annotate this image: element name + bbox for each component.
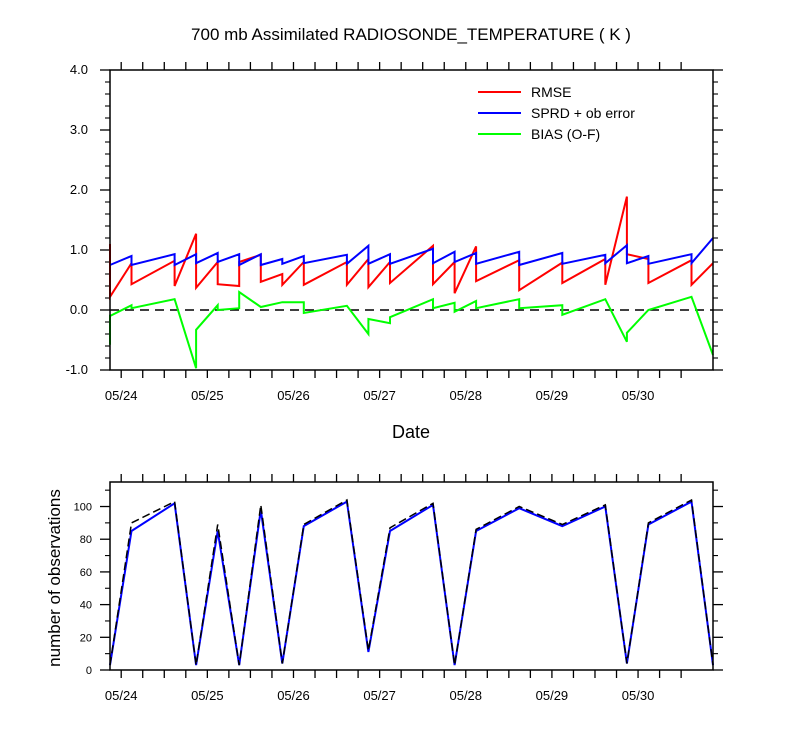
x-tick-label: 05/29	[536, 388, 569, 403]
bottom-panel: number of observations 05/24 05/25 05/26 05…	[45, 474, 723, 703]
y-tick-label: 100	[74, 502, 92, 514]
x-tick-label: 05/25	[191, 388, 224, 403]
top-plot-area: 05/24 05/25 05/26 05/27 05/28 05/29 05/30 -1.0 0…	[66, 62, 723, 403]
series-line-rmse	[109, 196, 714, 301]
y-tick-label: 20	[80, 632, 92, 644]
y-tick-label: 0	[86, 665, 92, 677]
y-tick-label: -1.0	[66, 362, 88, 377]
y-tick-label: 0.0	[70, 302, 88, 317]
y-tick-label: 3.0	[70, 122, 88, 137]
legend-label: BIAS (O-F)	[531, 126, 600, 142]
x-tick-label: 05/27	[363, 388, 396, 403]
bottom-plot-area: 05/24 05/25 05/26 05/27 05/28 05/29 05/30 0 20 40…	[74, 474, 723, 703]
x-tick-label: 05/29	[536, 688, 569, 703]
bottom-plot-frame	[109, 481, 714, 671]
y-tick-label: 2.0	[70, 182, 88, 197]
top-plot-frame	[109, 69, 714, 371]
series-line-assimilated	[109, 500, 714, 666]
x-tick-label: 05/24	[105, 388, 138, 403]
chart-title: 700 mb Assimilated RADIOSONDE_TEMPERATUR…	[191, 25, 631, 44]
y-tick-label: 1.0	[70, 242, 88, 257]
x-tick-label: 05/28	[449, 388, 482, 403]
y-tick-label: 4.0	[70, 62, 88, 77]
series-line-sprd-ob-error	[109, 237, 714, 267]
y-tick-label: 80	[80, 534, 92, 546]
x-tick-label: 05/30	[622, 688, 655, 703]
legend-label: SPRD + ob error	[531, 105, 635, 121]
x-tick-label: 05/27	[363, 688, 396, 703]
x-axis-label: Date	[392, 422, 430, 442]
x-tick-label: 05/28	[449, 688, 482, 703]
x-tick-label: 05/24	[105, 688, 138, 703]
y-tick-label: 60	[80, 567, 92, 579]
x-tick-label: 05/25	[191, 688, 224, 703]
x-tick-label: 05/26	[277, 388, 310, 403]
y-tick-label: 40	[80, 600, 92, 612]
y-axis-label: number of observations	[45, 489, 64, 667]
legend: RMSE SPRD + ob error BIAS (O-F)	[478, 84, 635, 142]
top-panel: 700 mb Assimilated RADIOSONDE_TEMPERATUR…	[66, 25, 723, 442]
x-tick-label: 05/30	[622, 388, 655, 403]
series-line-bias-o-f	[109, 290, 714, 369]
x-tick-label: 05/26	[277, 688, 310, 703]
series-line-possible	[109, 498, 714, 666]
legend-label: RMSE	[531, 84, 571, 100]
